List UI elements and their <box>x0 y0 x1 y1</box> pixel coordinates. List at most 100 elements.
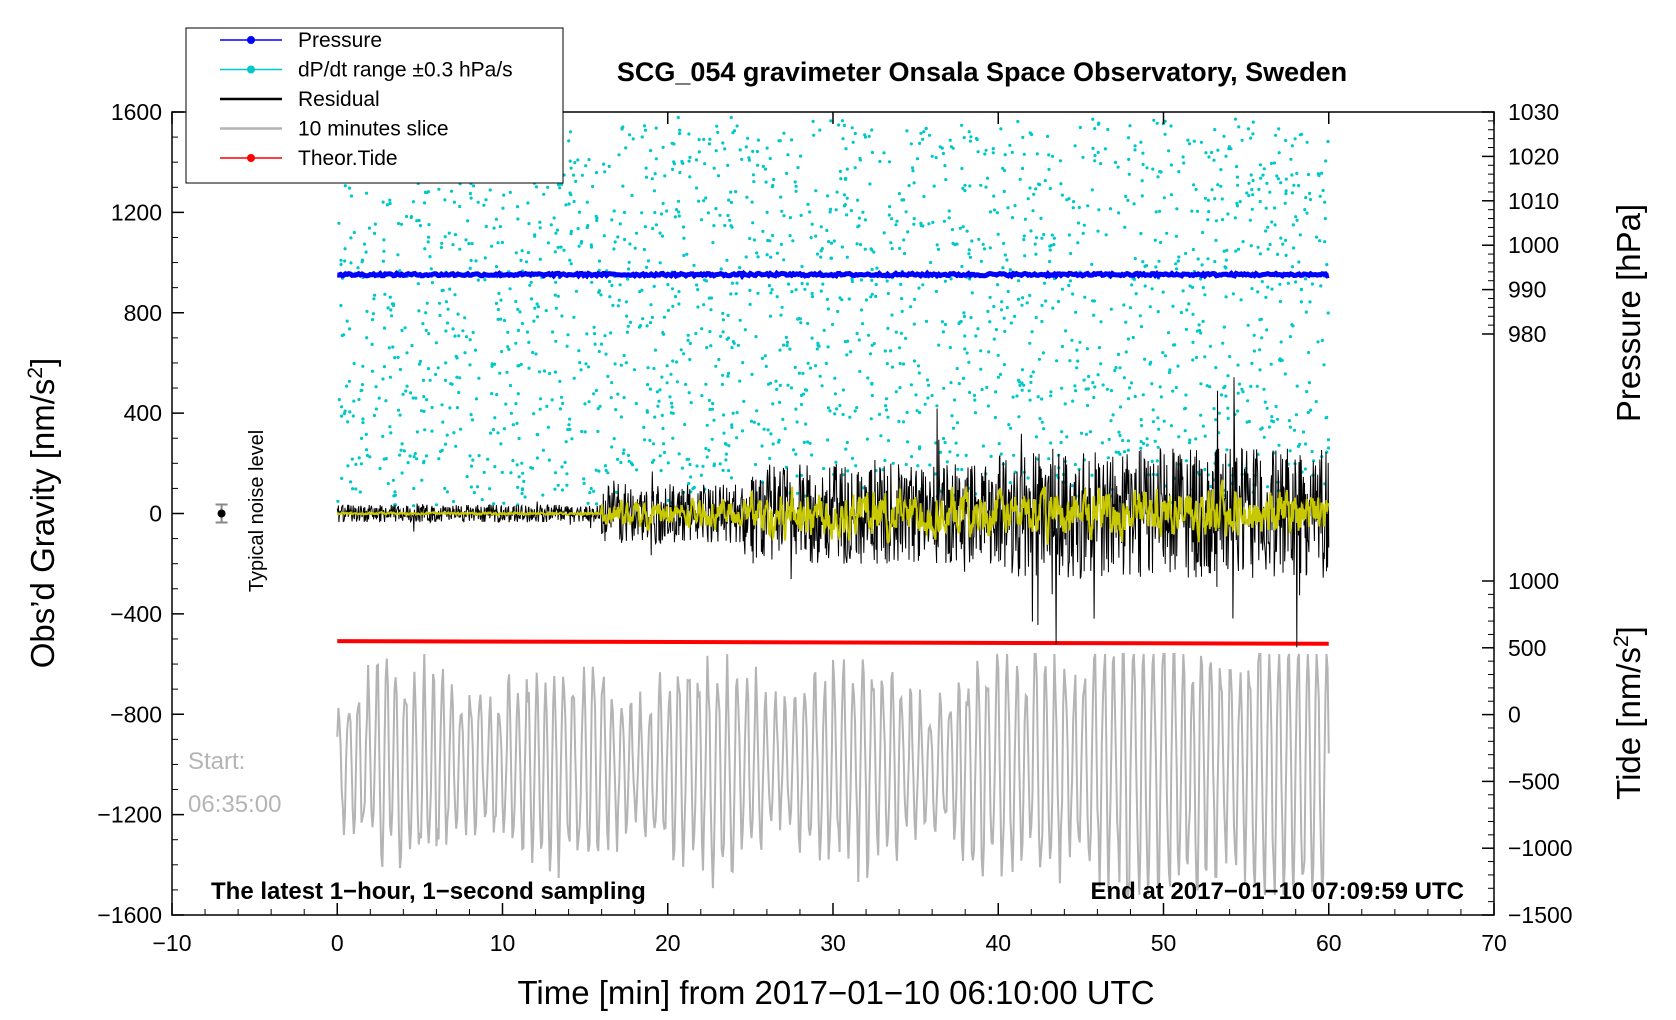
dpdt-point <box>670 405 674 409</box>
dpdt-point <box>935 404 939 408</box>
tide-tick-label: 0 <box>1508 702 1521 728</box>
dpdt-point <box>845 196 849 200</box>
dpdt-point <box>855 406 859 410</box>
dpdt-point <box>694 158 699 162</box>
dpdt-point <box>539 397 543 401</box>
dpdt-point <box>628 242 632 246</box>
dpdt-point <box>498 371 502 375</box>
dpdt-point <box>756 291 760 295</box>
dpdt-point <box>594 214 598 218</box>
dpdt-point <box>1047 167 1051 171</box>
dpdt-point <box>794 184 798 188</box>
dpdt-point <box>838 296 842 300</box>
dpdt-point <box>662 442 666 446</box>
dpdt-point <box>1151 420 1155 424</box>
dpdt-point <box>1290 173 1294 177</box>
dpdt-point <box>628 320 633 324</box>
dpdt-point <box>604 352 608 356</box>
dpdt-point <box>826 406 831 410</box>
dpdt-point <box>367 226 371 230</box>
dpdt-point <box>900 198 904 202</box>
dpdt-point <box>868 182 872 186</box>
dpdt-point <box>726 313 730 317</box>
dpdt-point <box>1272 161 1276 165</box>
dpdt-point <box>1240 387 1244 391</box>
dpdt-point <box>583 430 587 434</box>
dpdt-point <box>1270 419 1274 423</box>
dpdt-point <box>1210 150 1214 155</box>
dpdt-point <box>829 256 833 260</box>
dpdt-point <box>988 210 993 214</box>
dpdt-point <box>652 189 657 193</box>
dpdt-point <box>453 334 457 338</box>
dpdt-point <box>1003 329 1007 333</box>
dpdt-point <box>853 166 857 170</box>
dpdt-point <box>541 493 545 497</box>
dpdt-point <box>822 328 826 332</box>
dpdt-point <box>989 454 993 458</box>
start-time: 06:35:00 <box>188 791 281 818</box>
dpdt-point <box>964 453 968 457</box>
dpdt-point <box>1224 295 1228 299</box>
dpdt-point <box>514 341 518 345</box>
left-tick-label: 800 <box>124 300 162 326</box>
dpdt-point <box>628 133 632 137</box>
dpdt-point <box>924 126 928 131</box>
dpdt-point <box>593 342 597 346</box>
dpdt-point <box>870 343 874 347</box>
dpdt-point <box>1028 398 1032 402</box>
dpdt-point <box>960 264 964 269</box>
dpdt-point <box>1049 390 1053 394</box>
dpdt-point <box>969 135 973 139</box>
dpdt-point <box>704 446 708 451</box>
dpdt-point <box>1299 300 1303 304</box>
dpdt-point <box>1001 166 1005 170</box>
dpdt-point <box>1091 381 1095 385</box>
dpdt-point <box>515 463 519 467</box>
dpdt-point <box>617 153 621 157</box>
tide-axis-title-main: Tide [nm/s <box>1610 647 1647 800</box>
dpdt-point <box>795 420 799 424</box>
dpdt-point <box>805 388 809 392</box>
dpdt-point <box>1139 231 1143 236</box>
dpdt-point <box>682 236 686 240</box>
dpdt-point <box>748 302 752 306</box>
dpdt-point <box>1226 374 1230 378</box>
dpdt-point <box>1153 439 1157 443</box>
dpdt-point <box>1138 314 1142 318</box>
dpdt-point <box>734 292 738 296</box>
dpdt-point <box>1291 223 1295 227</box>
dpdt-point <box>468 266 472 270</box>
dpdt-point <box>707 296 712 300</box>
dpdt-point <box>1159 170 1163 174</box>
dpdt-point <box>1016 297 1021 301</box>
dpdt-point <box>988 246 992 250</box>
dpdt-point <box>910 455 914 459</box>
dpdt-point <box>554 306 558 310</box>
dpdt-point <box>714 149 718 153</box>
dpdt-point <box>1097 208 1101 212</box>
dpdt-point <box>372 297 376 301</box>
dpdt-point <box>392 302 396 306</box>
dpdt-point <box>1305 140 1309 144</box>
dpdt-point <box>666 283 670 287</box>
dpdt-point <box>845 440 849 445</box>
dpdt-point <box>721 318 726 322</box>
dpdt-point <box>678 131 682 136</box>
dpdt-point <box>400 328 404 332</box>
dpdt-point <box>753 462 758 467</box>
dpdt-point <box>448 287 452 291</box>
dpdt-point <box>389 308 393 312</box>
dpdt-point <box>992 208 997 212</box>
dpdt-point <box>1036 457 1040 461</box>
dpdt-point <box>393 493 397 497</box>
dpdt-point <box>913 297 917 301</box>
dpdt-point <box>869 247 873 251</box>
dpdt-point <box>775 295 779 299</box>
dpdt-point <box>671 359 675 363</box>
dpdt-point <box>760 356 765 360</box>
dpdt-point <box>866 376 870 380</box>
dpdt-point <box>1181 155 1185 159</box>
dpdt-point <box>409 215 413 220</box>
dpdt-point <box>596 429 600 434</box>
